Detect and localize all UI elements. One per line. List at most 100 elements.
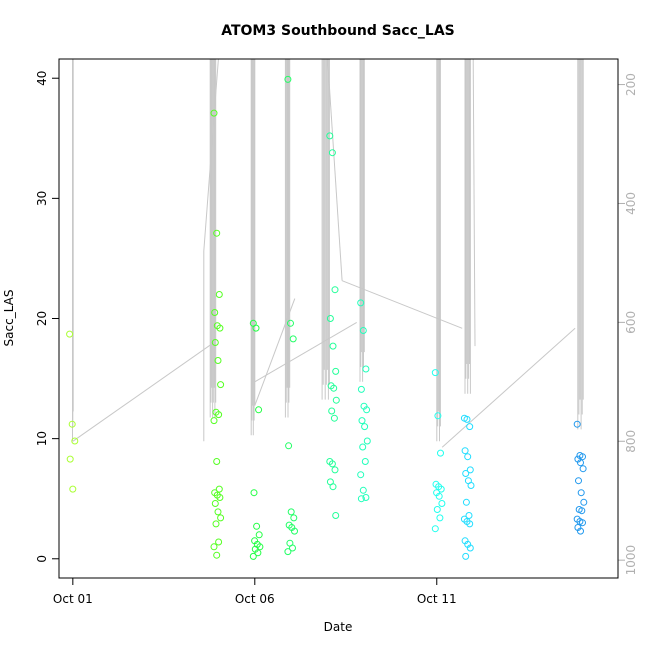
data-point xyxy=(363,437,371,445)
data-point xyxy=(66,455,74,463)
data-point xyxy=(210,543,218,551)
data-point xyxy=(328,149,336,157)
data-point xyxy=(332,396,340,404)
data-point xyxy=(357,385,365,393)
data-point xyxy=(463,415,471,423)
data-point xyxy=(330,414,338,422)
data-point xyxy=(215,485,223,493)
data-point xyxy=(291,527,298,535)
data-point xyxy=(362,494,370,501)
data-point xyxy=(462,470,470,477)
data-point xyxy=(438,500,446,507)
data-point xyxy=(215,411,223,419)
x-tick-label: Oct 11 xyxy=(417,592,457,606)
data-point xyxy=(361,458,369,465)
data-point xyxy=(329,342,337,350)
data-point xyxy=(326,132,334,140)
data-point xyxy=(466,544,474,552)
data-point xyxy=(210,109,218,117)
data-point xyxy=(329,483,337,491)
data-point xyxy=(287,508,295,516)
data-point xyxy=(328,460,336,468)
data-point xyxy=(577,459,584,467)
data-point xyxy=(332,367,340,375)
data-point xyxy=(249,552,257,560)
data-point xyxy=(357,495,365,503)
data-point xyxy=(290,514,298,522)
y-tick-label: 40 xyxy=(35,71,49,86)
data-point xyxy=(210,417,218,425)
data-point xyxy=(362,365,370,373)
data-point xyxy=(68,420,76,428)
data-point xyxy=(580,498,588,506)
data-point xyxy=(359,443,367,451)
x-axis-label: Date xyxy=(324,620,353,634)
data-point xyxy=(285,442,293,450)
x-tick-label: Oct 01 xyxy=(53,592,93,606)
y-axis-label: Sacc_LAS xyxy=(2,290,16,347)
data-point xyxy=(357,299,365,307)
data-point xyxy=(358,417,366,425)
data-point xyxy=(331,466,339,474)
data-point xyxy=(216,494,224,501)
data-point xyxy=(437,449,444,457)
transit-line xyxy=(254,321,357,383)
transit-line xyxy=(441,327,576,448)
data-point xyxy=(359,327,367,334)
data-point xyxy=(213,551,221,559)
data-point xyxy=(466,520,474,528)
data-point xyxy=(464,453,472,461)
data-point xyxy=(254,549,262,557)
data-point xyxy=(331,286,339,294)
y-tick-label: 0 xyxy=(35,555,49,563)
data-point xyxy=(252,324,260,332)
data-point xyxy=(466,466,474,474)
y2-tick-label: 1000 xyxy=(624,545,638,576)
transit-line xyxy=(203,58,219,252)
data-point xyxy=(435,492,443,500)
data-point xyxy=(467,482,475,489)
data-point xyxy=(357,471,365,479)
data-point xyxy=(437,485,445,493)
data-point xyxy=(577,527,584,535)
data-point xyxy=(359,486,367,494)
data-point xyxy=(284,548,292,556)
data-point xyxy=(434,412,442,420)
y2-tick-label: 200 xyxy=(624,73,638,96)
data-point xyxy=(289,335,297,343)
data-point xyxy=(211,339,219,346)
data-point xyxy=(216,324,224,332)
y2-tick-label: 800 xyxy=(624,430,638,453)
data-point xyxy=(253,522,261,530)
data-point xyxy=(462,552,470,560)
data-point xyxy=(330,384,338,392)
data-point xyxy=(466,423,474,431)
data-point xyxy=(579,519,586,527)
data-point xyxy=(361,423,369,431)
data-point xyxy=(214,508,222,516)
data-point xyxy=(577,489,585,497)
data-point xyxy=(462,498,470,506)
data-point xyxy=(363,406,371,414)
data-point xyxy=(326,315,334,322)
data-point xyxy=(215,538,223,546)
data-point xyxy=(287,319,294,327)
data-point xyxy=(255,531,263,539)
y2-tick-label: 600 xyxy=(624,311,638,334)
data-point xyxy=(255,406,263,414)
transit-line xyxy=(341,280,463,329)
data-point xyxy=(436,514,444,522)
transit-line xyxy=(327,58,343,281)
data-point xyxy=(71,437,79,445)
y2-tick-label: 400 xyxy=(624,192,638,215)
data-point xyxy=(461,447,469,455)
y-tick-label: 30 xyxy=(35,191,49,206)
data-point xyxy=(217,381,225,389)
x-tick-label: Oct 06 xyxy=(235,592,275,606)
transit-line xyxy=(472,58,476,347)
data-point xyxy=(69,485,77,493)
data-point xyxy=(212,520,220,528)
data-point xyxy=(575,477,582,485)
data-point xyxy=(215,291,223,298)
